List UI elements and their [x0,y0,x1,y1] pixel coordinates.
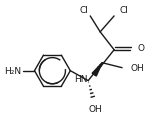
Text: O: O [137,44,144,53]
Text: H₂N: H₂N [4,67,22,76]
Text: Cl: Cl [119,6,128,15]
Text: OH: OH [130,64,144,73]
Text: HN: HN [74,75,87,83]
Text: Cl: Cl [79,6,88,15]
Text: OH: OH [88,104,102,113]
Polygon shape [92,63,102,76]
